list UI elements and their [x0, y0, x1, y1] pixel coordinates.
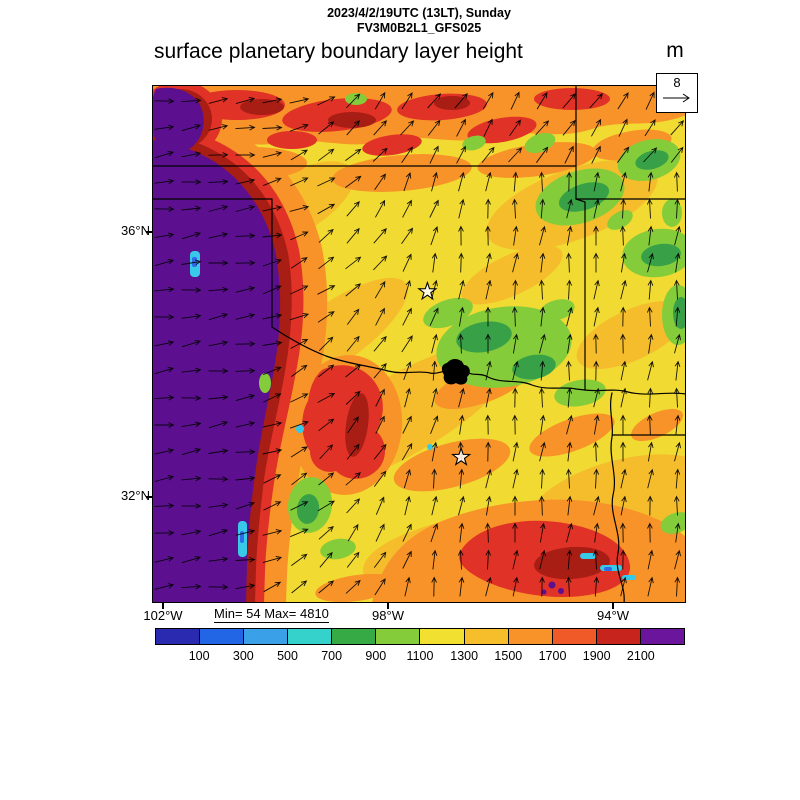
colorbar-swatch — [552, 628, 597, 645]
station-markers — [417, 280, 472, 466]
colorbar-swatch — [464, 628, 509, 645]
colorbar-tick-label: 1700 — [538, 649, 567, 663]
colorbar-swatch — [376, 628, 421, 645]
colorbar-tick-label: 2100 — [626, 649, 655, 663]
pbl-field — [138, 81, 720, 603]
wind-vectors — [154, 91, 684, 597]
colorbar-tick-label: 1100 — [406, 649, 434, 663]
map-panel — [138, 81, 720, 604]
colorbar-swatch — [200, 628, 245, 645]
map-svg — [138, 81, 720, 604]
header-model: FV3M0B2L1_GFS025 — [356, 21, 482, 35]
lat-tick-mark — [146, 496, 152, 498]
units-label: m — [666, 39, 684, 62]
colorbar-swatch — [332, 628, 377, 645]
reference-vector-value: 8 — [673, 75, 681, 90]
lon-tick-label: 98°W — [372, 608, 404, 623]
colorbar-swatch — [288, 628, 333, 645]
lat-tick-label: 36°N — [120, 223, 150, 238]
star-marker-icon — [417, 280, 438, 301]
minmax-label: Min= 54 Max= 4810 — [214, 606, 329, 623]
colorbar-swatch — [508, 628, 553, 645]
colorbar-swatch — [244, 628, 289, 645]
colorbar-tick-label: 300 — [232, 649, 254, 663]
colorbar-swatch — [420, 628, 465, 645]
colorbar-tick-label: 500 — [277, 649, 298, 663]
colorbar-tick-label: 1500 — [494, 649, 523, 663]
colorbar-tick-label: 1300 — [450, 649, 479, 663]
colorbar-swatch — [640, 628, 685, 645]
colorbar-tick-label: 700 — [321, 649, 343, 663]
star-marker-icon — [451, 446, 472, 466]
lon-tick-label: 102°W — [143, 608, 183, 623]
lat-tick-mark — [146, 231, 152, 233]
colorbar — [155, 628, 685, 645]
state-borders — [151, 84, 687, 604]
map-frame — [152, 85, 686, 603]
header-datetime: 2023/4/2/19UTC (13LT), Sunday — [327, 6, 511, 20]
lat-tick-label: 32°N — [120, 488, 150, 503]
field-purple — [151, 87, 564, 603]
colorbar-swatch — [596, 628, 641, 645]
colorbar-tick-label: 1900 — [582, 649, 611, 663]
colorbar-tick-label: 100 — [188, 649, 210, 663]
colorbar-tick-label: 900 — [365, 649, 387, 663]
lon-tick-mark — [387, 603, 389, 609]
field-green — [259, 93, 694, 560]
reference-vector-arrow-icon — [663, 93, 690, 103]
lon-tick-mark — [612, 603, 614, 609]
colorbar-swatch — [155, 628, 201, 645]
lon-tick-mark — [162, 603, 164, 609]
plot-title: surface planetary boundary layer height — [154, 40, 523, 63]
reference-vector-box: 8 — [656, 73, 698, 113]
lon-tick-label: 94°W — [597, 608, 629, 623]
